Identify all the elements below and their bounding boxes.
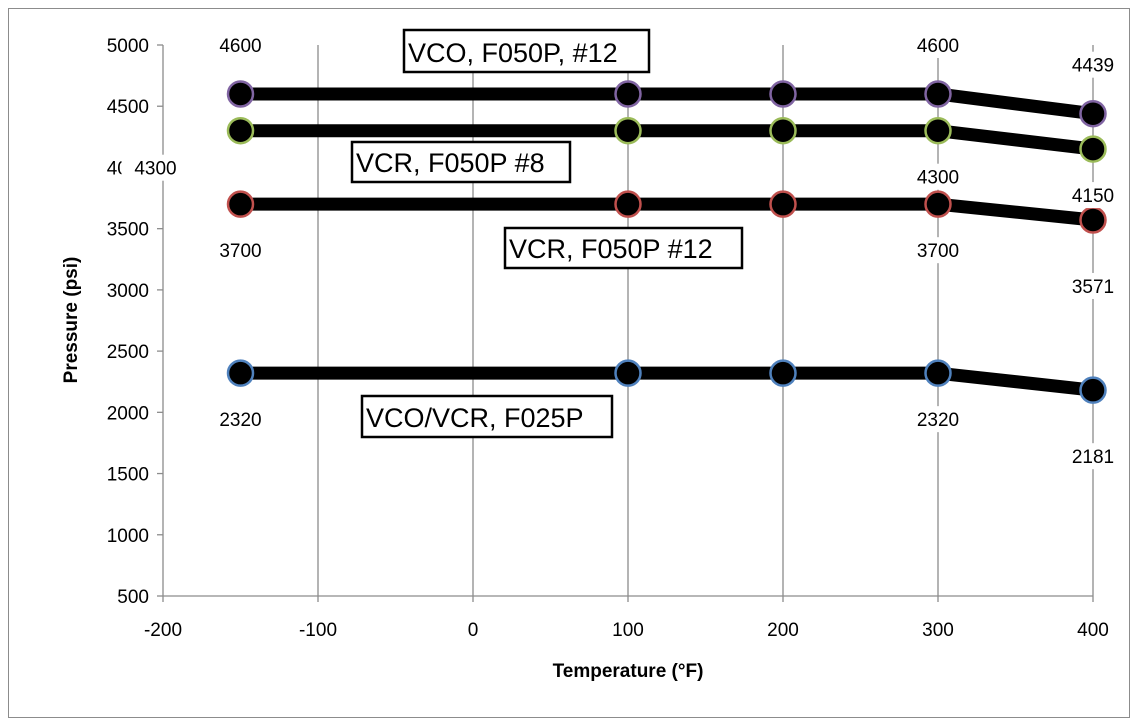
series-callout-box [360, 394, 614, 439]
series-callout-label: VCR, F050P #8 [356, 148, 545, 178]
series-marker [226, 359, 255, 387]
x-axis-title: Temperature (°F) [553, 661, 704, 682]
series-marker [1079, 99, 1107, 128]
y-axis-title: Pressure (psi) [61, 257, 82, 384]
y-tick-label: 4500 [107, 97, 149, 118]
x-tick-label: 200 [767, 620, 799, 641]
data-label: 4300 [917, 168, 959, 189]
data-label: 4600 [917, 36, 959, 57]
series-callout-label: VCO/VCR, F025P [366, 403, 584, 433]
series-marker [769, 80, 797, 108]
data-label: 3571 [1072, 277, 1114, 298]
data-label-bg [206, 237, 275, 264]
data-label: 4300 [134, 159, 176, 180]
series-marker [769, 190, 797, 218]
series-callout-box [402, 28, 651, 74]
series-line [240, 197, 1094, 227]
series-marker [924, 190, 952, 218]
series-line [240, 87, 1094, 121]
data-label-bg [904, 406, 972, 433]
y-tick-label: 500 [117, 587, 149, 608]
series-marker [924, 80, 952, 108]
data-label: 3700 [917, 241, 959, 262]
data-label-bg [206, 31, 275, 58]
series-marker [614, 359, 642, 387]
y-tick-label: 1500 [107, 465, 149, 486]
series-marker [769, 359, 797, 387]
data-label-bg [904, 237, 972, 264]
series-marker [226, 116, 255, 145]
data-label-bg [206, 406, 275, 433]
data-label: 4439 [1072, 56, 1114, 77]
data-label: 2320 [917, 410, 959, 431]
series-marker [924, 116, 952, 145]
series-callout-label: VCR, F050P #12 [509, 234, 713, 264]
x-tick-label: 100 [612, 620, 644, 641]
x-tick-label: -200 [144, 620, 182, 641]
x-tick-label: -100 [299, 620, 337, 641]
data-label: 2181 [1072, 447, 1114, 468]
series-callout-box [350, 140, 572, 184]
data-label-bg [904, 163, 972, 190]
y-tick-label: 1000 [107, 526, 149, 547]
series-line [240, 366, 1094, 397]
series-marker [614, 190, 642, 218]
series-marker [614, 116, 642, 145]
data-label-bg [1059, 51, 1127, 78]
x-tick-label: 0 [468, 620, 479, 641]
y-tick-label: 2000 [107, 403, 149, 424]
series-marker [614, 80, 642, 108]
data-label-bg [121, 154, 190, 181]
callout-layer: VCO, F050P, #12 VCR, F050P #8 VCR, F050P #… [350, 28, 744, 439]
data-label: 2320 [219, 410, 261, 431]
y-tick-label: 3000 [107, 281, 149, 302]
data-label-bg [1059, 182, 1127, 209]
data-label-bg [1059, 272, 1127, 299]
series-callout-label: VCO, F050P, #12 [408, 38, 618, 68]
series-marker [226, 80, 255, 108]
series-layer [226, 80, 1107, 404]
data-label-bg [1059, 443, 1127, 470]
series-marker [1079, 376, 1107, 404]
y-tick-label: 2500 [107, 342, 149, 363]
data-label: 4600 [219, 36, 261, 57]
y-tick-label: 3500 [107, 220, 149, 241]
series-callout-box [503, 226, 744, 270]
series-marker [769, 116, 797, 145]
series-marker [924, 359, 952, 387]
series-marker [226, 190, 255, 218]
series-marker [1079, 135, 1107, 163]
data-label: 3700 [219, 241, 261, 262]
y-tick-label: 5000 [107, 36, 149, 57]
x-tick-label: 300 [922, 620, 954, 641]
data-label-bg [904, 31, 972, 58]
series-marker [1079, 206, 1107, 234]
data-label-layer: 4600 4600 4439 4300 4300 4150 3700 3700 3571 2320… [121, 31, 1127, 470]
data-label: 4150 [1072, 186, 1114, 207]
axis-layer: 500100015002000250030003500400045005000-… [107, 36, 1109, 641]
x-tick-label: 400 [1077, 620, 1109, 641]
